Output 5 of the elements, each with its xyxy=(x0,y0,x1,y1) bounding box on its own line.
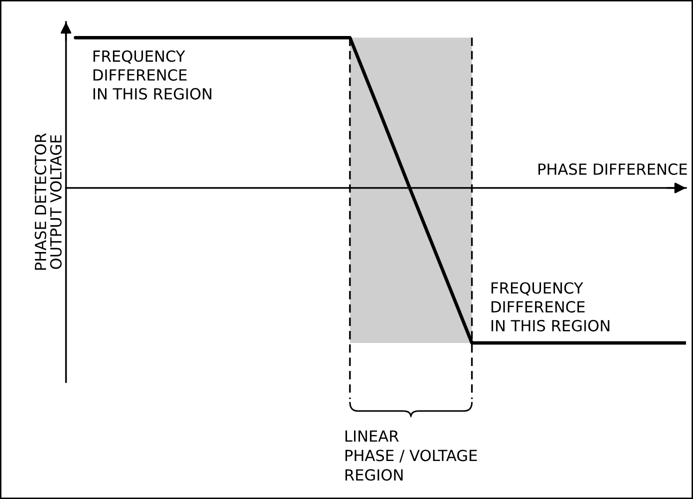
annotation: FREQUENCY DIFFERENCE IN THIS REGION xyxy=(492,282,610,332)
annotation: FREQUENCY DIFFERENCE IN THIS REGION xyxy=(94,50,212,100)
text: LINEAR PHASE / VOLTAGE REGION xyxy=(346,430,477,481)
x-axis-title: PHASE DIFFERENCE xyxy=(538,163,687,175)
y-axis-title: PHASE DETECTOR OUTPUT VOLTAGE xyxy=(34,133,62,270)
